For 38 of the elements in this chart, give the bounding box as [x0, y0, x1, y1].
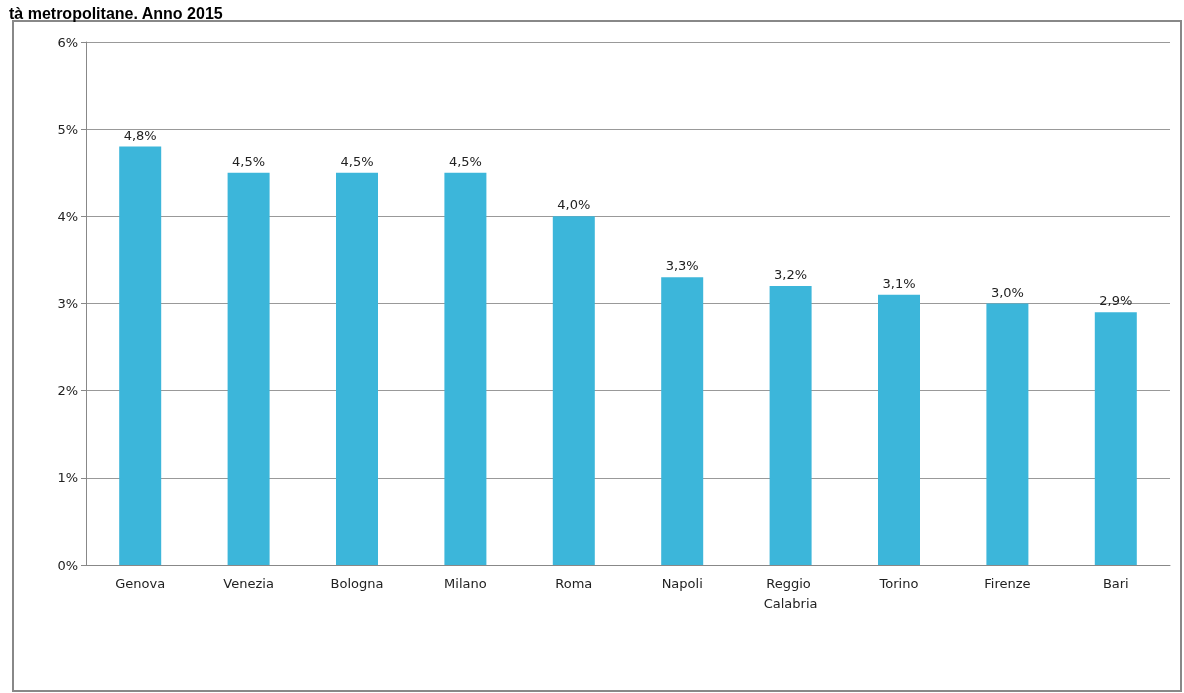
- x-tick-label: Torino: [878, 575, 919, 591]
- data-label: 2,9%: [1099, 293, 1133, 309]
- bar: [444, 172, 487, 565]
- bar: [878, 294, 920, 565]
- data-label: 3,3%: [665, 258, 699, 274]
- x-tick-label: Bologna: [330, 575, 384, 591]
- bar: [986, 303, 1029, 565]
- x-tick-label: Venezia: [223, 575, 274, 591]
- y-tick-label: 4%: [57, 208, 78, 224]
- bar: [552, 216, 595, 565]
- y-tick-label: 0%: [57, 557, 78, 573]
- data-label: 4,5%: [232, 153, 266, 169]
- data-label: 3,1%: [882, 275, 916, 291]
- data-label: 4,8%: [123, 127, 157, 143]
- bar: [119, 146, 162, 565]
- x-tick-label: Napoli: [661, 575, 703, 591]
- y-tick-label: 1%: [57, 470, 78, 486]
- chart-title: tà metropolitane. Anno 2015: [9, 4, 223, 22]
- bar: [769, 286, 812, 565]
- x-tick-label: Roma: [555, 575, 593, 591]
- x-tick-label: Bari: [1102, 575, 1129, 591]
- x-tick-label: Milano: [444, 575, 487, 591]
- x-tick-label: Reggio Calabria: [763, 575, 818, 611]
- y-tick-label: 6%: [57, 34, 78, 50]
- data-label: 3,2%: [774, 267, 808, 283]
- bar: [227, 172, 270, 565]
- y-tick-label: 3%: [57, 296, 78, 311]
- data-label: 4,5%: [340, 153, 374, 169]
- x-tick-label: Genova: [115, 575, 166, 591]
- data-label: 3,0%: [990, 284, 1024, 300]
- y-tick-label: 2%: [57, 383, 78, 399]
- x-tick-label: Firenze: [984, 575, 1031, 591]
- bar: [1094, 312, 1137, 565]
- data-label: 4,0%: [557, 197, 591, 213]
- bar: [336, 172, 378, 565]
- data-label: 4,5%: [448, 153, 482, 169]
- bar: [661, 277, 704, 565]
- y-tick-label: 5%: [57, 121, 78, 137]
